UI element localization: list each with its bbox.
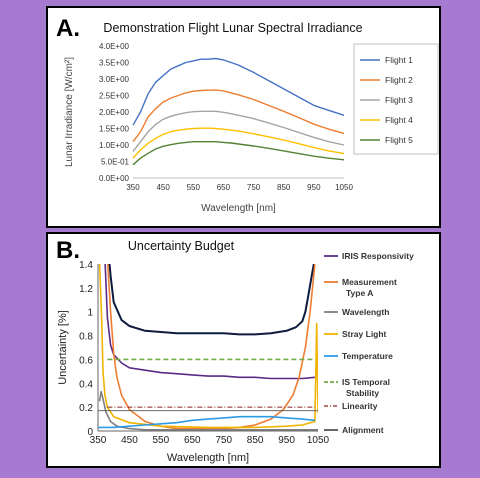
chart-a-y-tick: 2.5E+00 (99, 92, 130, 101)
chart-a-x-tick: 750 (247, 183, 261, 192)
chart-b-legend-label: Wavelength (342, 307, 389, 317)
chart-b-legend-label: Temperature (342, 351, 393, 361)
chart-b-series-line (104, 264, 315, 380)
chart-b-y-tick: 0.4 (79, 379, 93, 390)
chart-b-legend-label: Stray Light (342, 329, 387, 339)
chart-b-y-tick: 1.4 (79, 260, 93, 271)
chart-b-x-tick: 550 (153, 435, 170, 446)
chart-b-x-tick: 650 (184, 435, 201, 446)
chart-b-series-line (108, 264, 315, 336)
chart-a-y-tick: 3.5E+00 (99, 59, 130, 68)
chart-b-x-tick: 950 (278, 435, 295, 446)
chart-a-y-tick: 0.0E+00 (99, 174, 130, 183)
chart-a-y-tick: 2.0E+00 (99, 108, 130, 117)
chart-a-series-line (132, 57, 345, 126)
chart-a-x-tick: 850 (277, 183, 291, 192)
chart-a-x-tick: 650 (217, 183, 231, 192)
chart-a-x-tick: 450 (156, 183, 170, 192)
chart-b-y-tick: 0.6 (79, 355, 93, 366)
chart-b-y-tick: 1 (87, 308, 93, 319)
chart-b-legend-label: Alignment (342, 425, 384, 435)
chart-a-y-label: Lunar Irradiance [W/cm²] (64, 57, 75, 167)
panel-a-letter: A. (56, 15, 80, 42)
chart-a-series-line (132, 110, 345, 153)
chart-b-x-tick: 850 (247, 435, 264, 446)
chart-a-series-line (132, 141, 345, 166)
panel-b-letter: B. (56, 237, 80, 264)
chart-a: A. Demonstration Flight Lunar Spectral I… (56, 15, 439, 214)
chart-b-series-line (106, 264, 316, 430)
chart-b-series-line (98, 390, 318, 431)
panel-a: A. Demonstration Flight Lunar Spectral I… (46, 6, 441, 228)
chart-a-series-line (132, 89, 345, 143)
chart-b-series-line (98, 415, 315, 429)
panel-b: B. Uncertainty Budget 0 0.2 0.4 0.6 0.8 1 1.2 1… (46, 232, 441, 468)
chart-b-plot-area (98, 264, 318, 431)
chart-b-y-tick: 0.8 (79, 332, 93, 343)
chart-a-y-tick: 4.0E+00 (99, 42, 130, 51)
chart-b-x-tick: 1050 (307, 435, 330, 446)
chart-b-y-label: Uncertainty [%] (57, 310, 69, 385)
chart-a-title: Demonstration Flight Lunar Spectral Irra… (103, 21, 362, 35)
chart-b-y-tick: 1.2 (79, 284, 93, 295)
chart-a-x-tick: 950 (307, 183, 321, 192)
chart-a-x-label: Wavelength [nm] (201, 203, 276, 214)
chart-b: B. Uncertainty Budget 0 0.2 0.4 0.6 0.8 1 1.2 1… (56, 237, 414, 464)
chart-b-legend-label: Measurement Type A (342, 277, 397, 298)
chart-a-x-tick: 350 (126, 183, 140, 192)
chart-b-y-tick: 0.2 (79, 403, 93, 414)
chart-a-legend (353, 43, 439, 155)
chart-a-legend-label: Flight 3 (385, 95, 413, 105)
chart-a-x-tick: 550 (187, 183, 201, 192)
chart-a-x-tick: 1050 (335, 183, 353, 192)
chart-a-series-line (132, 127, 345, 159)
chart-b-x-tick: 350 (90, 435, 107, 446)
chart-b-y-tick: 0 (87, 427, 93, 438)
chart-b-series-line (98, 264, 318, 429)
chart-b-x-tick: 450 (121, 435, 138, 446)
chart-b-x-tick: 750 (215, 435, 232, 446)
chart-a-legend-label: Flight 2 (385, 75, 413, 85)
chart-a-y-tick: 3.0E+00 (99, 75, 130, 84)
chart-a-y-tick: 1.5E+00 (99, 125, 130, 134)
chart-b-title: Uncertainty Budget (128, 239, 235, 253)
chart-a-legend-label: Flight 5 (385, 135, 413, 145)
chart-b-legend-label: IRIS Responsivity (342, 251, 414, 261)
chart-b-legend-label: Linearity (342, 401, 378, 411)
chart-b-legend-label: IS Temporal Stability (342, 377, 390, 398)
chart-a-y-tick: 1.0E+00 (99, 141, 130, 150)
chart-a-y-tick: 5.0E-01 (101, 158, 130, 167)
chart-a-legend-label: Flight 4 (385, 115, 413, 125)
chart-a-legend-label: Flight 1 (385, 55, 413, 65)
chart-b-x-label: Wavelength [nm] (167, 452, 249, 464)
